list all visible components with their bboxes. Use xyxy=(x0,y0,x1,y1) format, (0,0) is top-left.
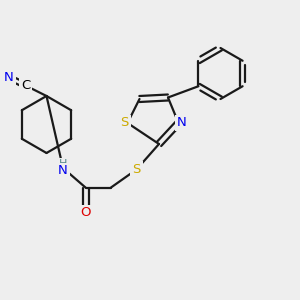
Text: O: O xyxy=(80,206,91,220)
Text: S: S xyxy=(132,163,141,176)
Text: N: N xyxy=(58,164,68,178)
Text: H: H xyxy=(59,159,67,170)
Text: N: N xyxy=(4,71,14,84)
Text: S: S xyxy=(120,116,129,130)
Text: C: C xyxy=(21,79,30,92)
Text: N: N xyxy=(177,116,186,130)
